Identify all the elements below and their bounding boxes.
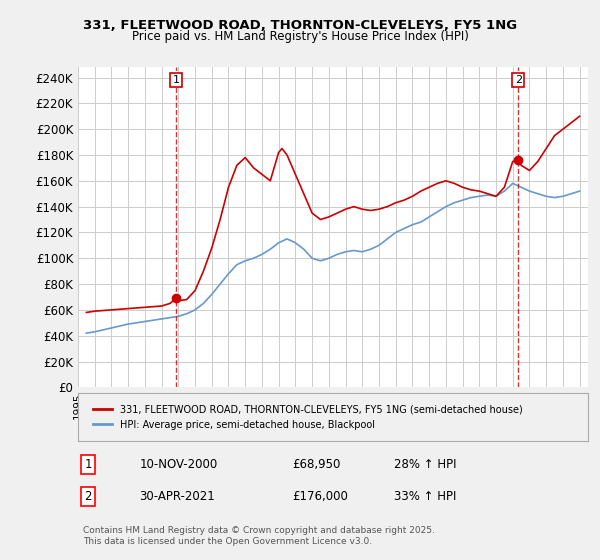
Text: 2: 2 — [515, 75, 522, 85]
Text: £176,000: £176,000 — [292, 491, 348, 503]
Text: 2: 2 — [85, 491, 92, 503]
Text: 28% ↑ HPI: 28% ↑ HPI — [394, 459, 457, 472]
Text: 331, FLEETWOOD ROAD, THORNTON-CLEVELEYS, FY5 1NG: 331, FLEETWOOD ROAD, THORNTON-CLEVELEYS,… — [83, 18, 517, 32]
Text: 1: 1 — [85, 459, 92, 472]
Text: £68,950: £68,950 — [292, 459, 341, 472]
Legend: 331, FLEETWOOD ROAD, THORNTON-CLEVELEYS, FY5 1NG (semi-detached house), HPI: Ave: 331, FLEETWOOD ROAD, THORNTON-CLEVELEYS,… — [88, 400, 527, 435]
Text: Contains HM Land Registry data © Crown copyright and database right 2025.
This d: Contains HM Land Registry data © Crown c… — [83, 526, 435, 546]
Text: 33% ↑ HPI: 33% ↑ HPI — [394, 491, 457, 503]
Text: 1: 1 — [172, 75, 179, 85]
Text: 30-APR-2021: 30-APR-2021 — [139, 491, 215, 503]
Text: Price paid vs. HM Land Registry's House Price Index (HPI): Price paid vs. HM Land Registry's House … — [131, 30, 469, 43]
Text: 10-NOV-2000: 10-NOV-2000 — [139, 459, 217, 472]
